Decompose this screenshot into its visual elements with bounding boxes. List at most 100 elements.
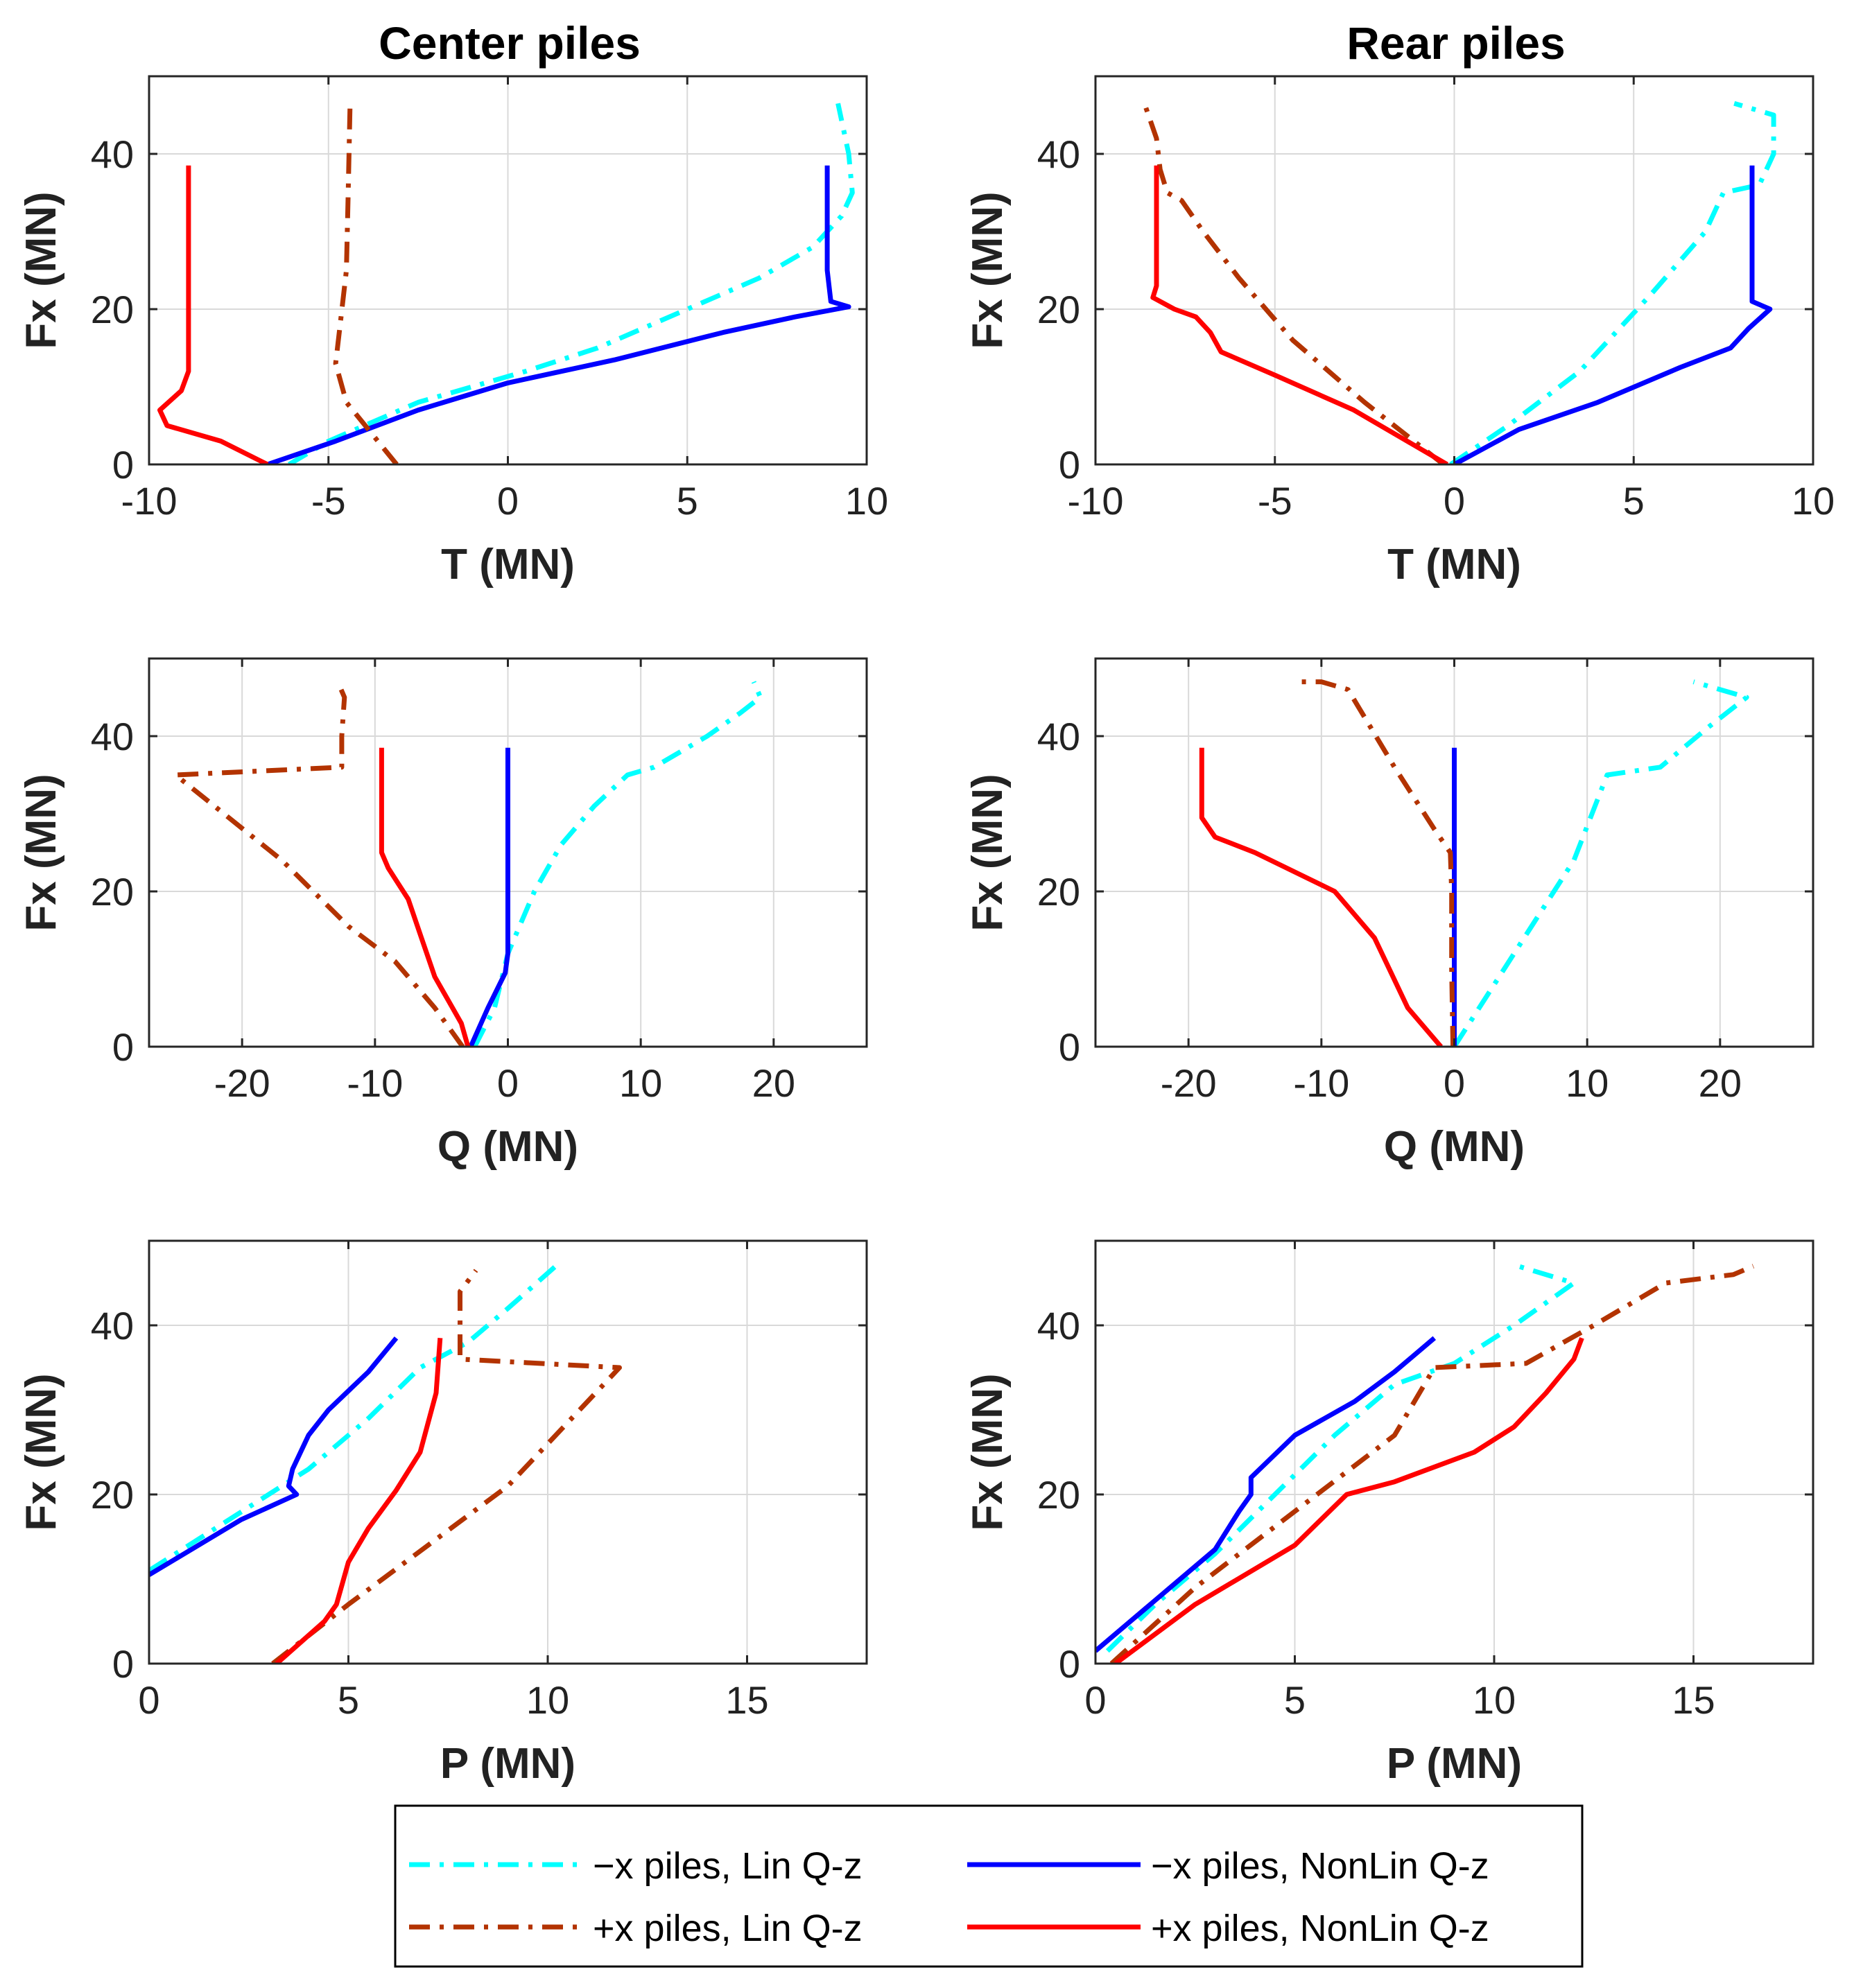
x-tick-label: -10 [1293, 1061, 1349, 1105]
y-tick-label: 0 [1059, 1025, 1080, 1069]
x-tick-label: 0 [1444, 1061, 1465, 1105]
axes-frame [148, 1239, 868, 1665]
series-group [173, 681, 763, 1047]
y-axis-label: Fx (MN) [17, 191, 65, 349]
x-tick-label: 10 [1473, 1678, 1516, 1722]
series-group [1095, 1264, 1755, 1664]
y-tick-label: 20 [1037, 870, 1080, 914]
x-axis-label: Q (MN) [437, 1123, 578, 1171]
y-axis-label: Fx (MN) [17, 1373, 65, 1531]
x-tick-label: 5 [1284, 1678, 1306, 1722]
x-tick-label: 10 [526, 1678, 569, 1722]
legend: −x piles, Lin Q-z −x piles, NonLin Q-z +… [394, 1804, 1584, 1968]
y-tick-label: 40 [1037, 715, 1080, 758]
x-tick-label: -5 [311, 479, 346, 523]
series-group [1143, 101, 1776, 464]
x-axis-label: P (MN) [1387, 1740, 1522, 1788]
x-tick-label: 20 [752, 1061, 795, 1105]
panel-center-q: -20 -10 0 10 20 0 20 40 Q (MN) Fx (MN) [17, 657, 868, 1171]
y-axis-label: Fx (MN) [964, 774, 1012, 931]
series-group [1199, 679, 1749, 1047]
x-axis-label: T (MN) [1387, 541, 1521, 588]
x-tick-label: 15 [725, 1678, 768, 1722]
y-axis-label: Fx (MN) [17, 774, 65, 931]
series-line-minusx-piles-nonlin-q-z [149, 1336, 399, 1577]
x-tick-label: 0 [138, 1678, 159, 1722]
series-line-plusx-piles-lin-q-z [1294, 679, 1456, 1047]
series-group [149, 1264, 622, 1664]
series-line-plusx-piles-nonlin-q-z [1199, 747, 1443, 1047]
x-tick-label: 15 [1672, 1678, 1715, 1722]
y-tick-label: 0 [1059, 443, 1080, 487]
legend-label-0: −x piles, Lin Q-z [593, 1845, 863, 1887]
x-tick-label: 0 [1084, 1678, 1106, 1722]
x-axis-label: T (MN) [441, 541, 575, 588]
center-piles-title: Center piles [379, 17, 641, 69]
x-tick-label: 10 [845, 479, 888, 523]
y-tick-label: 0 [112, 1025, 134, 1069]
series-line-plusx-piles-nonlin-q-z [379, 747, 471, 1047]
x-tick-label: 10 [1566, 1061, 1609, 1105]
y-tick-label: 40 [91, 1304, 134, 1348]
x-axis-label: Q (MN) [1384, 1123, 1525, 1171]
y-tick-label: 20 [91, 1473, 134, 1517]
y-axis-label: Fx (MN) [964, 191, 1012, 349]
series-group [157, 103, 855, 464]
series-line-plusx-piles-nonlin-q-z [1114, 1337, 1584, 1664]
x-tick-label: -10 [347, 1061, 403, 1105]
panel-rear-p: 0 5 10 15 0 20 40 P (MN) Fx (MN) [964, 1239, 1814, 1788]
series-line-minusx-piles-lin-q-z [288, 103, 855, 464]
x-tick-label: -10 [121, 479, 177, 523]
x-tick-label: 0 [497, 479, 519, 523]
panel-center-t: -10 -5 0 5 10 0 20 40 T (MN) Fx (MN) [17, 75, 888, 588]
panel-rear-q: -20 -10 0 10 20 0 20 40 Q (MN) Fx (MN) [964, 657, 1814, 1171]
y-tick-label: 0 [112, 443, 134, 487]
y-axis-label: Fx (MN) [964, 1373, 1012, 1531]
legend-label-2: +x piles, Lin Q-z [593, 1908, 863, 1949]
series-line-minusx-piles-nonlin-q-z [1095, 1336, 1437, 1653]
x-tick-label: 10 [1792, 479, 1835, 523]
y-tick-label: 40 [1037, 1304, 1080, 1348]
x-tick-label: 5 [338, 1678, 359, 1722]
series-line-plusx-piles-lin-q-z [333, 107, 399, 464]
x-tick-label: -20 [214, 1061, 270, 1105]
legend-box [394, 1804, 1584, 1968]
y-tick-label: 0 [112, 1642, 134, 1686]
x-tick-label: 20 [1699, 1061, 1742, 1105]
y-tick-label: 20 [1037, 288, 1080, 331]
series-line-plusx-piles-lin-q-z [271, 1268, 622, 1664]
x-tick-label: 0 [1444, 479, 1465, 523]
plot-area [149, 1241, 867, 1664]
series-line-plusx-piles-lin-q-z [1109, 1264, 1755, 1664]
legend-label-1: −x piles, NonLin Q-z [1151, 1845, 1489, 1887]
series-line-minusx-piles-nonlin-q-z [266, 165, 851, 464]
y-tick-label: 40 [1037, 132, 1080, 176]
x-tick-label: -10 [1068, 479, 1124, 523]
x-axis-label: P (MN) [440, 1740, 575, 1788]
panel-rear-t: -10 -5 0 5 10 0 20 40 T (MN) Fx (MN) [964, 75, 1835, 588]
series-line-minusx-piles-nonlin-q-z [1453, 165, 1773, 464]
panel-center-p: 0 5 10 15 0 20 40 P (MN) Fx (MN) [17, 1239, 868, 1788]
y-tick-label: 40 [91, 132, 134, 176]
y-tick-label: 20 [1037, 1473, 1080, 1517]
series-line-minusx-piles-lin-q-z [1452, 679, 1749, 1047]
series-line-plusx-piles-lin-q-z [1143, 106, 1446, 464]
y-tick-label: 20 [91, 870, 134, 914]
series-line-plusx-piles-lin-q-z [173, 681, 465, 1047]
series-line-plusx-piles-nonlin-q-z [275, 1338, 443, 1664]
y-tick-label: 20 [91, 288, 134, 331]
x-tick-label: 5 [1623, 479, 1645, 523]
series-line-plusx-piles-nonlin-q-z [157, 165, 269, 464]
x-tick-label: 0 [497, 1061, 519, 1105]
legend-label-3: +x piles, NonLin Q-z [1151, 1908, 1489, 1949]
series-line-plusx-piles-nonlin-q-z [1150, 165, 1448, 464]
y-tick-label: 0 [1059, 1642, 1080, 1686]
rear-piles-title: Rear piles [1346, 17, 1566, 69]
y-tick-label: 40 [91, 715, 134, 758]
x-tick-label: 5 [677, 479, 698, 523]
series-line-minusx-piles-lin-q-z [1105, 1264, 1577, 1653]
x-tick-label: -20 [1161, 1061, 1217, 1105]
axes-frame [1094, 1239, 1814, 1665]
series-line-minusx-piles-lin-q-z [1449, 101, 1776, 464]
